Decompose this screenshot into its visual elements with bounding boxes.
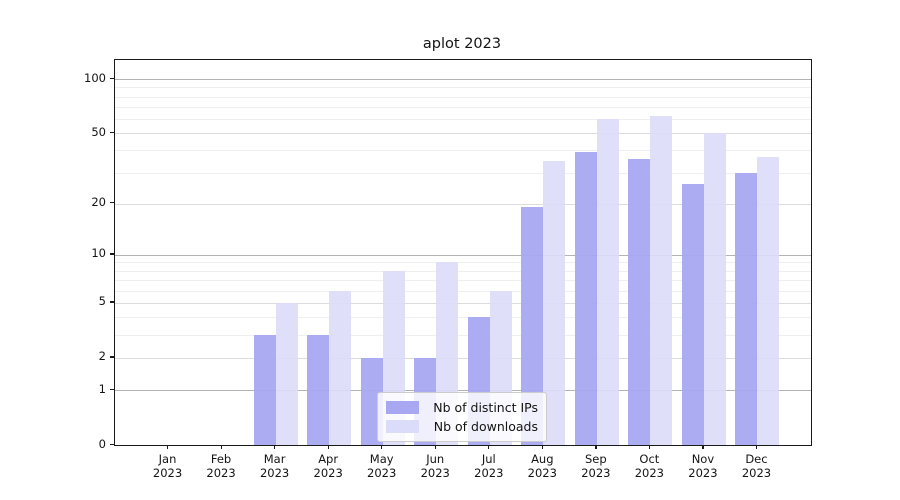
gridline-8 xyxy=(115,270,811,272)
y-tick-label-1: 1 xyxy=(98,381,106,396)
y-tick-mark-100 xyxy=(110,77,114,79)
chart-title: aplot 2023 xyxy=(422,36,502,52)
x-tick-label-jun: Jun 2023 xyxy=(420,452,450,480)
bar-downloads-oct xyxy=(650,116,673,445)
bar-downloads-dec xyxy=(757,156,780,445)
legend-swatch-downloads xyxy=(386,420,419,433)
gridline-5 xyxy=(115,302,811,304)
gridline-7 xyxy=(115,280,811,282)
y-tick-label-0: 0 xyxy=(98,436,106,451)
x-tick-mark-jan xyxy=(167,445,169,449)
y-tick-mark-2 xyxy=(110,356,114,358)
y-tick-mark-5 xyxy=(110,301,114,303)
gridline-2 xyxy=(115,357,811,359)
gridline-40 xyxy=(115,150,811,152)
legend-swatch-distinct-ips xyxy=(386,401,419,414)
x-tick-label-aug: Aug 2023 xyxy=(527,452,557,480)
gridline-3 xyxy=(115,335,811,337)
x-tick-mark-feb xyxy=(220,445,222,449)
bar-ips-dec xyxy=(735,172,758,445)
x-tick-label-jul: Jul 2023 xyxy=(474,452,504,480)
bar-ips-oct xyxy=(628,158,651,445)
x-tick-label-apr: Apr 2023 xyxy=(313,452,343,480)
bar-downloads-apr xyxy=(329,290,352,445)
gridline-80 xyxy=(115,96,811,98)
gridline-9 xyxy=(115,262,811,264)
x-tick-mark-apr xyxy=(327,445,329,449)
y-tick-mark-0 xyxy=(110,443,114,445)
y-tick-mark-20 xyxy=(110,202,114,204)
bar-downloads-aug xyxy=(543,160,566,445)
bar-downloads-sep xyxy=(596,119,619,445)
bar-ips-mar xyxy=(253,335,276,445)
x-tick-label-sep: Sep 2023 xyxy=(581,452,611,480)
gridline-4 xyxy=(115,317,811,319)
gridline-100 xyxy=(115,79,811,80)
bar-downloads-nov xyxy=(703,133,726,445)
bar-ips-nov xyxy=(681,183,704,445)
legend-row-downloads: Nb of downloads xyxy=(386,417,538,436)
x-tick-label-mar: Mar 2023 xyxy=(259,452,290,480)
y-tick-label-10: 10 xyxy=(91,246,106,261)
legend-label-distinct-ips: Nb of distinct IPs xyxy=(433,400,538,415)
gridline-6 xyxy=(115,290,811,292)
bar-ips-sep xyxy=(574,152,597,445)
gridline-70 xyxy=(115,106,811,108)
y-tick-label-2: 2 xyxy=(98,349,106,364)
x-tick-mark-dec xyxy=(755,445,758,449)
bar-downloads-mar xyxy=(275,302,298,445)
y-tick-label-50: 50 xyxy=(91,124,106,139)
gridline-90 xyxy=(115,87,811,89)
legend: Nb of distinct IPs Nb of downloads xyxy=(377,392,547,442)
x-tick-label-nov: Nov 2023 xyxy=(688,452,718,480)
gridline-30 xyxy=(115,172,811,174)
x-tick-mark-oct xyxy=(648,445,651,449)
y-tick-mark-50 xyxy=(110,131,114,133)
x-tick-label-may: May 2023 xyxy=(367,452,397,480)
x-tick-label-feb: Feb 2023 xyxy=(206,452,236,480)
x-tick-mark-aug xyxy=(541,445,543,449)
gridline-10 xyxy=(115,254,811,256)
gridline-20 xyxy=(115,203,811,205)
plot-area xyxy=(114,59,812,446)
x-tick-mark-may xyxy=(381,445,383,449)
gridline-50 xyxy=(115,133,811,135)
x-tick-mark-jul xyxy=(488,445,490,449)
legend-label-downloads: Nb of downloads xyxy=(433,419,538,434)
y-tick-label-100: 100 xyxy=(84,70,106,85)
x-tick-label-jan: Jan 2023 xyxy=(152,452,183,480)
x-tick-mark-nov xyxy=(702,445,704,449)
y-tick-mark-1 xyxy=(110,388,114,390)
x-tick-mark-mar xyxy=(274,445,276,449)
x-tick-label-oct: Oct 2023 xyxy=(634,452,665,480)
x-tick-label-dec: Dec 2023 xyxy=(741,452,772,480)
gridline-1 xyxy=(115,390,811,392)
y-tick-label-5: 5 xyxy=(98,294,106,309)
legend-row-distinct-ips: Nb of distinct IPs xyxy=(386,398,538,417)
x-tick-mark-sep xyxy=(595,445,597,449)
bar-ips-aug xyxy=(521,207,544,445)
gridline-60 xyxy=(115,118,811,120)
y-tick-mark-10 xyxy=(110,253,114,255)
bar-ips-apr xyxy=(307,335,330,445)
x-tick-mark-jun xyxy=(434,445,436,449)
y-tick-label-20: 20 xyxy=(91,195,106,210)
